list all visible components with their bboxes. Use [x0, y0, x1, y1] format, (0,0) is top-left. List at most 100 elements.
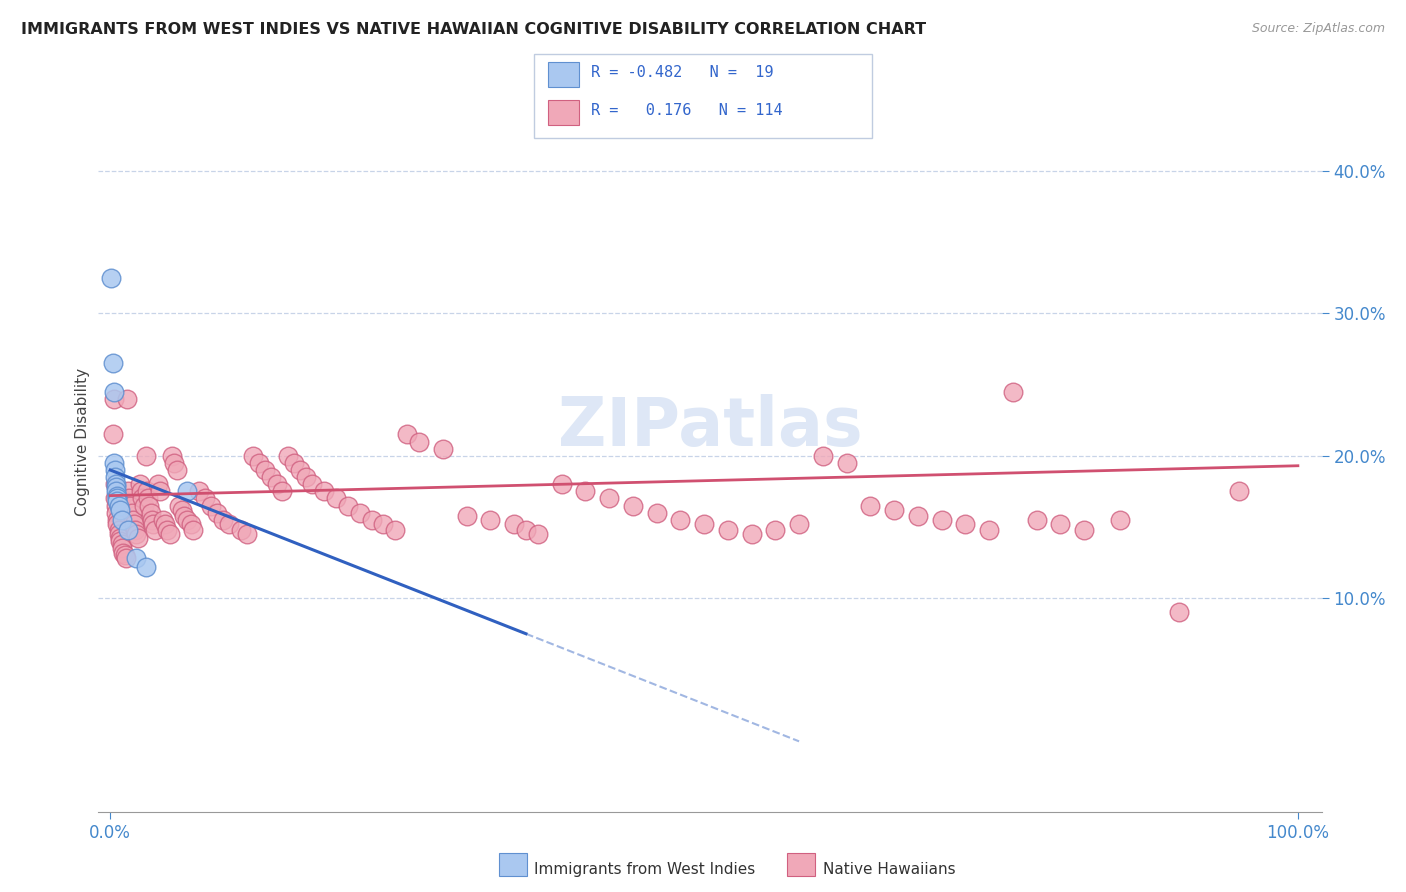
- Point: [107, 489, 129, 503]
- Point: [101, 356, 124, 370]
- Point: [283, 456, 305, 470]
- Point: [763, 523, 786, 537]
- Point: [574, 484, 596, 499]
- Point: [173, 508, 195, 523]
- Point: [188, 484, 211, 499]
- Point: [253, 463, 276, 477]
- Point: [105, 480, 128, 494]
- Point: [125, 527, 148, 541]
- Point: [835, 456, 858, 470]
- Point: [479, 513, 502, 527]
- Point: [100, 270, 122, 285]
- Point: [180, 517, 202, 532]
- Point: [105, 477, 128, 491]
- Point: [107, 523, 129, 537]
- Point: [1073, 523, 1095, 537]
- Point: [527, 527, 550, 541]
- Point: [111, 541, 134, 556]
- Point: [159, 527, 181, 541]
- Point: [717, 523, 740, 537]
- Point: [105, 506, 128, 520]
- Point: [218, 517, 240, 532]
- Point: [153, 517, 176, 532]
- Point: [122, 517, 145, 532]
- Point: [271, 484, 294, 499]
- Point: [883, 503, 905, 517]
- Point: [1049, 517, 1071, 532]
- Text: Native Hawaiians: Native Hawaiians: [823, 862, 955, 877]
- Point: [669, 513, 692, 527]
- Point: [117, 484, 139, 499]
- Point: [107, 527, 129, 541]
- Point: [149, 484, 172, 499]
- Point: [955, 517, 977, 532]
- Point: [131, 491, 153, 506]
- Point: [170, 503, 193, 517]
- Point: [112, 545, 135, 560]
- Point: [166, 463, 188, 477]
- Point: [114, 549, 136, 563]
- Text: ZIPatlas: ZIPatlas: [558, 393, 862, 459]
- Point: [121, 513, 143, 527]
- Point: [118, 491, 141, 506]
- Point: [1001, 384, 1024, 399]
- Point: [135, 449, 157, 463]
- Point: [384, 523, 406, 537]
- Point: [301, 477, 323, 491]
- Point: [1168, 606, 1191, 620]
- Y-axis label: Cognitive Disability: Cognitive Disability: [75, 368, 90, 516]
- Point: [145, 523, 167, 537]
- Point: [108, 534, 131, 549]
- Point: [125, 551, 148, 566]
- Point: [360, 513, 382, 527]
- Point: [139, 506, 162, 520]
- Point: [103, 456, 125, 470]
- Text: R = -0.482   N =  19: R = -0.482 N = 19: [591, 65, 773, 80]
- Point: [111, 537, 134, 551]
- Point: [142, 517, 165, 532]
- Point: [515, 523, 537, 537]
- Point: [107, 491, 129, 506]
- Point: [115, 392, 138, 406]
- Point: [811, 449, 834, 463]
- Point: [200, 499, 222, 513]
- Point: [295, 470, 318, 484]
- Point: [114, 551, 136, 566]
- Point: [104, 463, 127, 477]
- Point: [205, 506, 228, 520]
- Point: [290, 463, 312, 477]
- Text: IMMIGRANTS FROM WEST INDIES VS NATIVE HAWAIIAN COGNITIVE DISABILITY CORRELATION : IMMIGRANTS FROM WEST INDIES VS NATIVE HA…: [21, 22, 927, 37]
- Text: Source: ZipAtlas.com: Source: ZipAtlas.com: [1251, 22, 1385, 36]
- Point: [183, 523, 205, 537]
- Point: [194, 491, 217, 506]
- Point: [146, 477, 169, 491]
- Point: [108, 532, 131, 546]
- Point: [110, 491, 132, 506]
- Point: [396, 427, 419, 442]
- Point: [931, 513, 953, 527]
- Point: [104, 491, 127, 506]
- Point: [247, 456, 270, 470]
- Point: [1227, 484, 1250, 499]
- Text: Immigrants from West Indies: Immigrants from West Indies: [534, 862, 755, 877]
- Point: [163, 456, 186, 470]
- Point: [117, 523, 139, 537]
- Point: [598, 491, 620, 506]
- Point: [141, 513, 163, 527]
- Point: [349, 506, 371, 520]
- Point: [432, 442, 454, 456]
- Point: [156, 523, 179, 537]
- Point: [408, 434, 430, 449]
- Point: [741, 527, 763, 541]
- Point: [503, 517, 526, 532]
- Point: [693, 517, 716, 532]
- Point: [787, 517, 810, 532]
- Point: [977, 523, 1000, 537]
- Point: [259, 470, 281, 484]
- Point: [152, 513, 174, 527]
- Point: [176, 484, 198, 499]
- Point: [1108, 513, 1130, 527]
- Point: [107, 494, 129, 508]
- Point: [212, 513, 235, 527]
- Point: [456, 508, 478, 523]
